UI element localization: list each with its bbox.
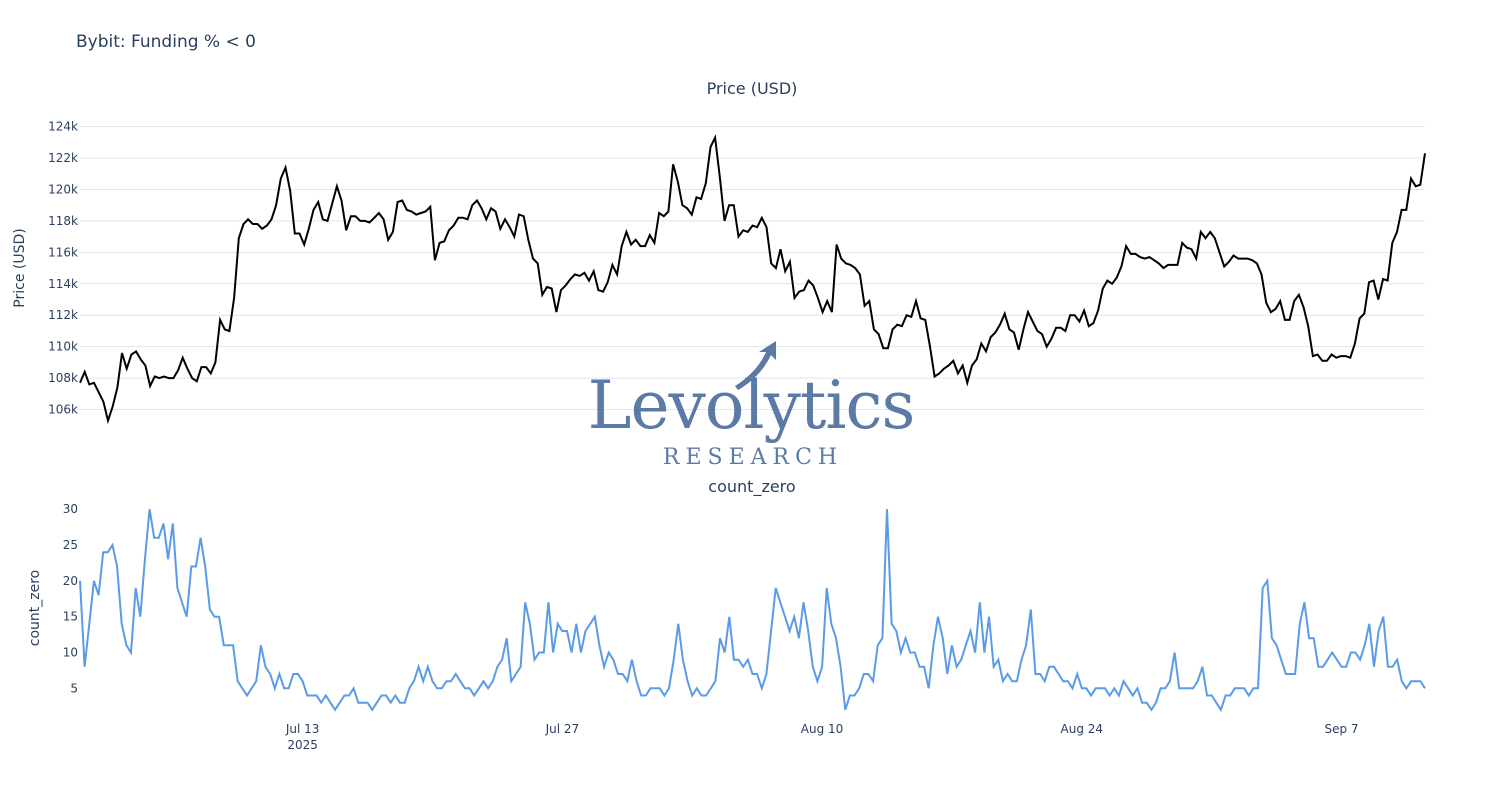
watermark-name: Levolytics <box>588 367 915 444</box>
count-zero-y-tick-label: 10 <box>63 646 78 660</box>
price-y-tick-label: 108k <box>48 371 78 385</box>
count-zero-y-tick-labels: 5 10 15 20 25 30 <box>63 502 78 695</box>
count-zero-x-tick-label: Jul 27 <box>545 722 580 736</box>
levolytics-watermark-logo: Levolytics RESEARCH <box>588 341 915 470</box>
price-y-axis-title: Price (USD) <box>12 228 28 307</box>
price-y-tick-labels: 106k 108k 110k 112k 114k 116k 118k 120k 122k 124k <box>48 120 78 417</box>
price-y-tick-label: 122k <box>48 151 78 165</box>
price-y-tick-label: 120k <box>48 182 78 196</box>
count-zero-y-tick-label: 5 <box>70 681 78 695</box>
count-zero-series-line <box>79 509 1426 713</box>
count-zero-x-tick-label: Aug 24 <box>1061 722 1104 736</box>
price-chart-title: Price (USD) <box>707 79 798 98</box>
count-zero-x-tick-label: Sep 7 <box>1324 722 1358 736</box>
price-gridlines <box>80 126 1425 411</box>
count-zero-y-axis-title: count_zero <box>27 570 43 646</box>
price-y-tick-label: 116k <box>48 245 78 259</box>
price-panel: 106k 108k 110k 112k 114k 116k 118k 120k 122k 124k… <box>12 79 1426 425</box>
price-y-tick-label: 114k <box>48 277 78 291</box>
price-series-line <box>79 134 1426 425</box>
count-zero-y-tick-label: 20 <box>63 574 78 588</box>
price-y-tick-label: 124k <box>48 120 78 134</box>
count-zero-x-tick-label: Aug 10 <box>801 722 844 736</box>
price-y-tick-label: 118k <box>48 214 78 228</box>
count-zero-x-tick-label: Jul 13 <box>285 722 320 736</box>
watermark-arrow-icon <box>735 341 776 390</box>
count-zero-chart-title: count_zero <box>708 477 795 497</box>
count-zero-x-tick-year-label: 2025 <box>287 738 318 752</box>
price-y-tick-label: 106k <box>48 403 78 417</box>
count-zero-y-tick-label: 30 <box>63 502 78 516</box>
price-y-tick-label: 110k <box>48 340 78 354</box>
page-title: Bybit: Funding % < 0 <box>76 32 256 52</box>
price-y-tick-label: 112k <box>48 308 78 322</box>
count-zero-y-tick-label: 25 <box>63 538 78 552</box>
count-zero-y-tick-label: 15 <box>63 610 78 624</box>
watermark-subtitle: RESEARCH <box>663 445 843 470</box>
